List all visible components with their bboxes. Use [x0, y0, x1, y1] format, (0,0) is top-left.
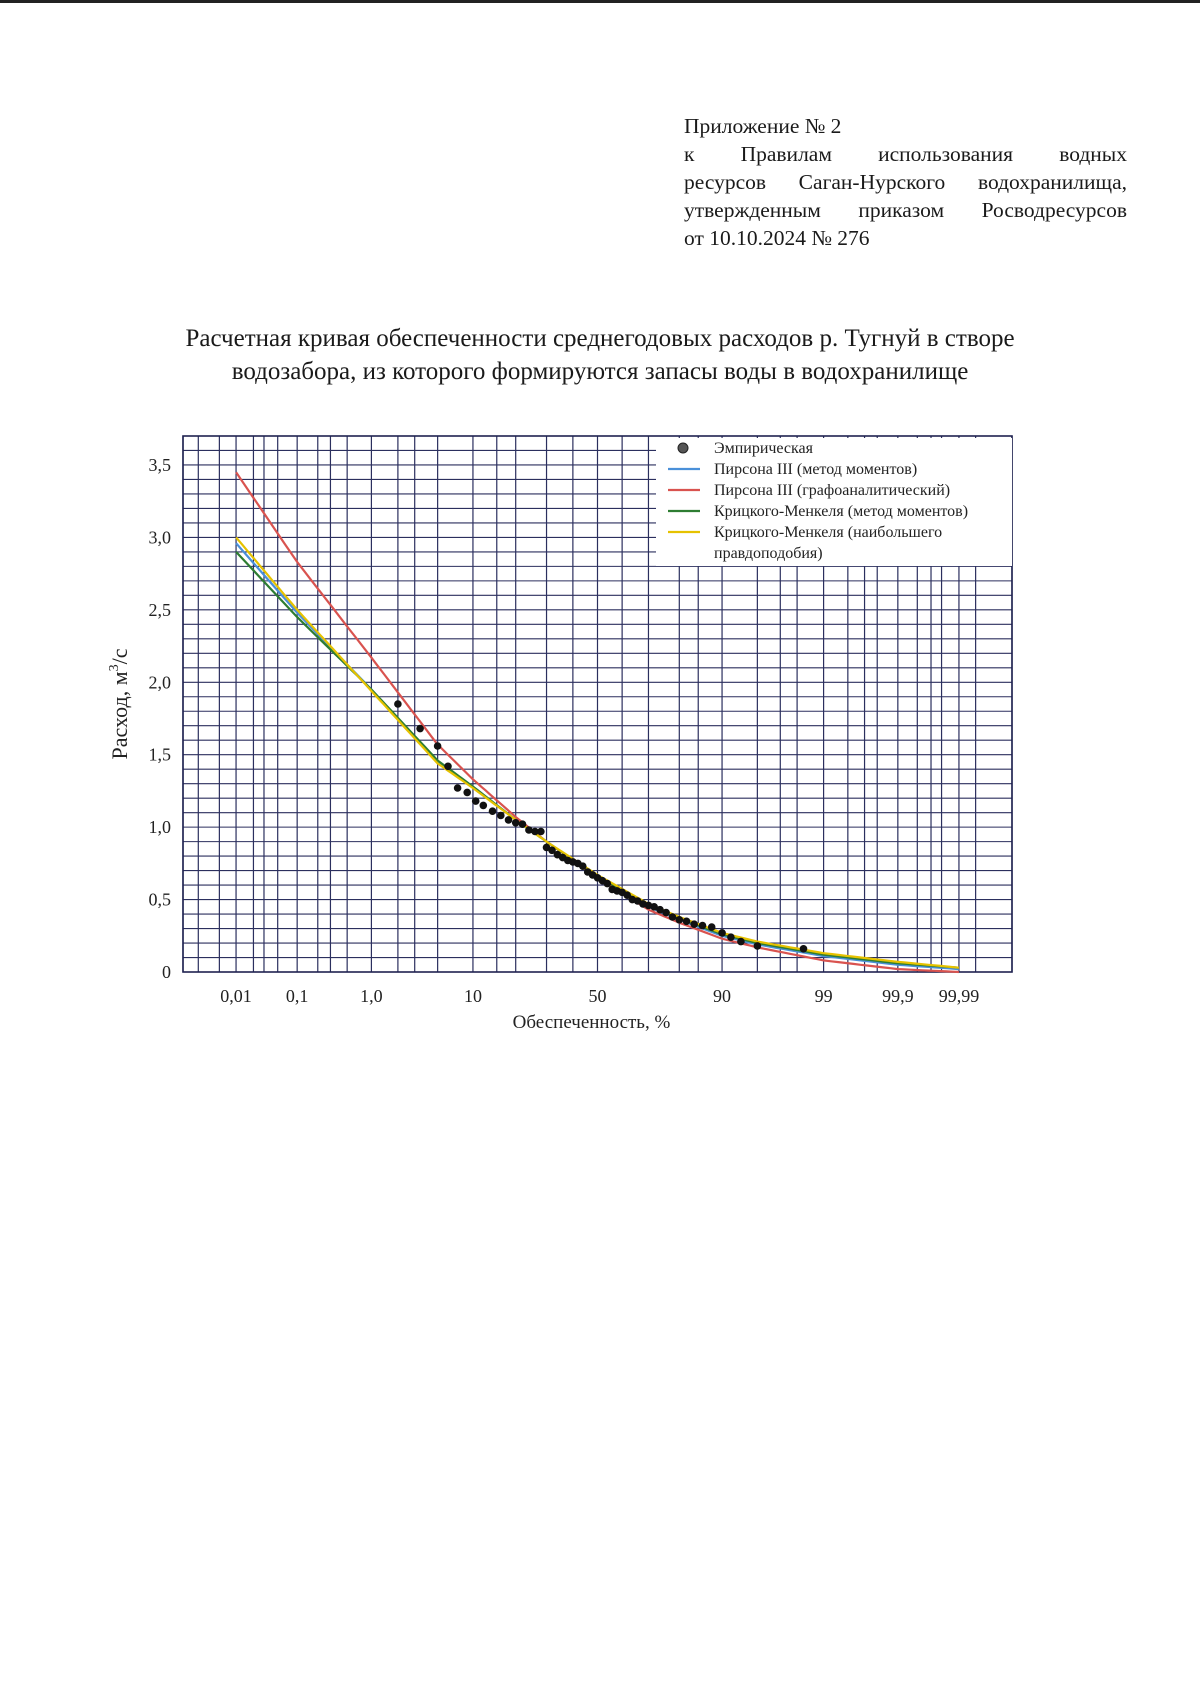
empirical-point: [394, 700, 402, 708]
legend-marker-empirical: [677, 442, 689, 454]
empirical-point: [718, 929, 726, 937]
empirical-point: [737, 937, 745, 946]
annex-header: Приложение № 2 к Правилам использования …: [684, 112, 1127, 252]
legend-box: [656, 438, 1012, 566]
empirical-point: [453, 784, 462, 792]
legend-label-3: Крицкого-Менкеля (метод моментов): [714, 503, 968, 520]
x-tick-label: 0,1: [286, 986, 309, 1006]
empirical-point: [675, 916, 684, 924]
y-tick-label: 2,5: [149, 600, 172, 620]
x-tick-label: 99,9: [882, 986, 914, 1006]
empirical-point: [525, 826, 533, 834]
empirical-point: [444, 762, 452, 771]
empirical-point: [753, 942, 762, 950]
empirical-point: [511, 819, 520, 827]
empirical-point: [488, 807, 497, 815]
empirical-point: [471, 797, 480, 805]
legend-label-4: Крицкого-Менкеля (наибольшего: [714, 524, 942, 541]
x-tick-label: 50: [589, 986, 607, 1006]
empirical-point: [504, 816, 513, 824]
legend-label-empirical: Эмпирическая: [714, 440, 814, 457]
grid: [182, 435, 1013, 973]
y-tick-label: 1,0: [149, 817, 172, 837]
y-tick-label: 0,5: [149, 890, 172, 910]
axes: 0 0,5 1,0 1,5 2,0 2,5 3,0 3,5 0,01 0,1 1,0 10 50 90 99…: [107, 455, 979, 1033]
empirical-point: [668, 913, 677, 921]
y-tick-label: 3,5: [149, 455, 172, 475]
y-tick-label: 3,0: [149, 527, 172, 547]
empirical-point: [656, 905, 664, 914]
empirical-point: [463, 788, 472, 797]
empirical-point: [433, 742, 442, 750]
empirical-points: [394, 700, 808, 953]
empirical-point: [623, 891, 631, 899]
x-axis-label: Обеспеченность, %: [513, 1012, 671, 1033]
x-tick-label: 0,01: [220, 986, 252, 1006]
empirical-point: [698, 921, 707, 930]
y-axis-label: Расход, м3/с: [107, 648, 132, 759]
chart-title-line-2: водозабора, из которого формируются запа…: [231, 358, 969, 385]
annex-line-2: к Правилам использования водных: [684, 142, 1127, 166]
annex-line-4: утвержденным приказом Росводресурсов: [684, 198, 1127, 222]
plot-frame: [182, 435, 1013, 973]
empirical-point: [650, 903, 658, 911]
legend-label-4-cont: правдоподобия): [714, 545, 823, 562]
x-tick-label: 99: [815, 986, 833, 1006]
empirical-point: [662, 908, 670, 917]
legend: Эмпирическая Пирсона III (метод моментов)…: [656, 438, 1012, 566]
x-tick-label: 99,99: [939, 986, 980, 1006]
empirical-point: [479, 801, 488, 810]
empirical-point: [579, 862, 587, 870]
empirical-point: [537, 827, 545, 836]
legend-label-1: Пирсона III (метод моментов): [714, 461, 917, 478]
legend-label-2: Пирсона III (графоаналитический): [714, 482, 950, 499]
empirical-point: [518, 820, 527, 828]
x-tick-label: 1,0: [360, 986, 383, 1006]
empirical-point: [799, 945, 808, 953]
y-tick-label: 1,5: [149, 745, 172, 765]
empirical-point: [603, 879, 612, 888]
empirical-point: [548, 846, 556, 855]
empirical-point: [682, 917, 691, 926]
annex-line-5: от 10.10.2024 № 276: [684, 226, 870, 250]
chart-title: Расчетная кривая обеспеченности среднего…: [110, 322, 1090, 388]
chart-title-line-1: Расчетная кривая обеспеченности среднего…: [185, 325, 1015, 352]
scan-top-edge: [0, 0, 1200, 3]
x-tick-label: 10: [464, 986, 482, 1006]
empirical-point: [497, 811, 505, 820]
empirical-point: [690, 920, 698, 928]
empirical-point: [531, 827, 539, 836]
annex-line-1: Приложение № 2: [684, 114, 842, 138]
y-tick-label: 0: [162, 962, 171, 982]
y-tick-label: 2,0: [149, 672, 172, 692]
empirical-point: [416, 724, 424, 733]
annex-line-3: ресурсов Саган-Нурского водохранилища,: [684, 170, 1127, 194]
empirical-point: [727, 933, 735, 941]
empirical-point: [707, 923, 716, 931]
x-tick-label: 90: [713, 986, 731, 1006]
